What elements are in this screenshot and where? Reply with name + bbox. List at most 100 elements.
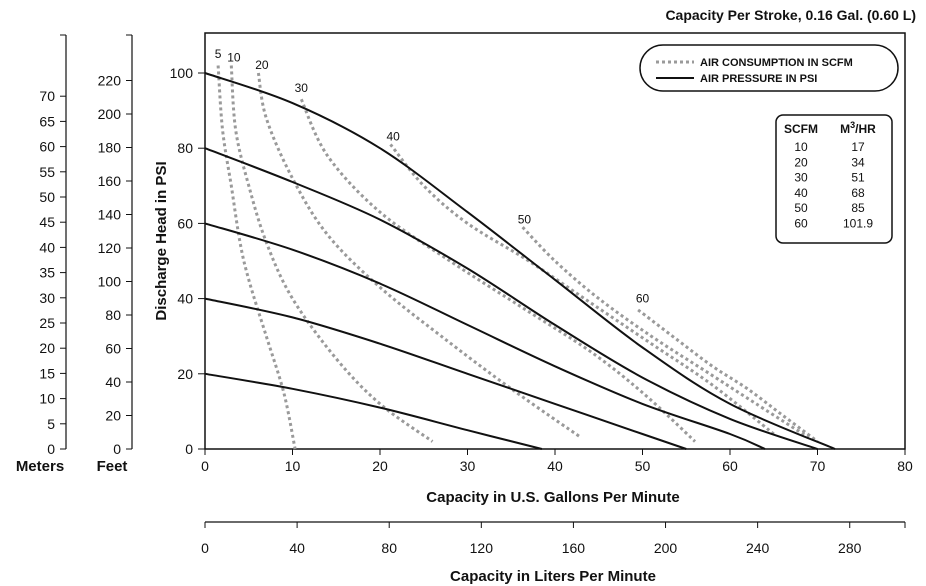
meters-tick-label: 40 <box>39 239 55 255</box>
air-pressure-series <box>204 72 836 450</box>
y-tick-label: 40 <box>177 291 193 307</box>
feet-tick-label: 80 <box>105 307 121 323</box>
feet-tick-label: 20 <box>105 408 121 424</box>
air-consumption-line-60 <box>637 308 819 443</box>
x-tick-label: 0 <box>201 458 209 474</box>
air-consumption-line-30 <box>299 98 697 443</box>
air-consumption-label-10: 10 <box>227 51 241 65</box>
meters-tick-label: 20 <box>39 340 55 356</box>
conversion-table-frame <box>775 114 893 244</box>
conversion-table-m3hr-value: 101.9 <box>843 217 873 231</box>
x-axis-label: Capacity in U.S. Gallons Per Minute <box>426 489 679 506</box>
liters-tick-label: 0 <box>201 540 209 556</box>
liters-tick-label: 200 <box>654 540 678 556</box>
air-consumption-series <box>216 65 819 450</box>
legend: AIR CONSUMPTION IN SCFM AIR PRESSURE IN … <box>639 44 899 92</box>
liters-tick-label: 280 <box>838 540 862 556</box>
y-axis-label: Discharge Head in PSI <box>153 161 170 320</box>
x-axis-ticks: 0 10 20 30 40 50 60 70 80 <box>201 449 913 474</box>
meters-tick-label: 70 <box>39 88 55 104</box>
feet-tick-label: 100 <box>98 274 122 290</box>
air-consumption-line-5 <box>216 65 297 450</box>
meters-tick-label: 50 <box>39 189 55 205</box>
air-consumption-line-50 <box>521 226 810 439</box>
liters-tick-label: 80 <box>381 540 397 556</box>
feet-tick-label: 180 <box>98 140 122 156</box>
x-tick-label: 60 <box>722 458 738 474</box>
air-consumption-labels: 5 10 20 30 40 50 60 <box>215 47 650 305</box>
chart-title: Capacity Per Stroke, 0.16 Gal. (0.60 L) <box>665 7 916 23</box>
meters-tick-label: 55 <box>39 164 55 180</box>
liters-tick-label: 240 <box>746 540 770 556</box>
feet-axis: 0 20 40 60 80 100 120 140 160 180 200 220 <box>98 34 133 457</box>
feet-tick-label: 200 <box>98 106 122 122</box>
meters-tick-label: 0 <box>47 441 55 457</box>
x-tick-label: 80 <box>897 458 913 474</box>
x-tick-label: 10 <box>285 458 301 474</box>
conversion-table-rows: 10 17 20 34 30 51 40 68 50 85 60 101.9 <box>794 140 873 231</box>
conversion-table-scfm-value: 20 <box>794 155 808 169</box>
feet-tick-label: 60 <box>105 341 121 357</box>
conversion-table: SCFM M3/HR 10 17 20 34 30 51 40 68 50 85 60 101.9 <box>775 114 893 244</box>
feet-tick-label: 0 <box>113 441 121 457</box>
y-tick-label: 80 <box>177 140 193 156</box>
liters-tick-label: 40 <box>289 540 305 556</box>
conversion-table-header-m3hr: M3/HR <box>840 120 876 136</box>
air-consumption-label-60: 60 <box>636 291 650 305</box>
meters-tick-label: 65 <box>39 113 55 129</box>
conversion-table-m3hr-value: 17 <box>851 140 865 154</box>
conversion-table-m3hr-value: 85 <box>851 201 865 215</box>
liters-tick-label: 160 <box>562 540 586 556</box>
x-tick-label: 50 <box>635 458 651 474</box>
x-tick-label: 20 <box>372 458 388 474</box>
liters-axis-label: Capacity in Liters Per Minute <box>450 568 656 585</box>
feet-tick-label: 160 <box>98 173 122 189</box>
y-tick-label: 0 <box>185 441 193 457</box>
air-pressure-line-5 <box>204 372 543 450</box>
conversion-table-scfm-value: 60 <box>794 217 808 231</box>
air-consumption-line-40 <box>389 143 775 436</box>
air-pressure-line-1 <box>204 72 836 450</box>
feet-tick-label: 120 <box>98 240 122 256</box>
conversion-table-scfm-value: 10 <box>794 140 808 154</box>
meters-tick-label: 45 <box>39 214 55 230</box>
meters-axis-label: Meters <box>16 458 64 475</box>
air-consumption-label-20: 20 <box>255 58 269 72</box>
legend-frame <box>639 44 899 92</box>
conversion-table-scfm-value: 30 <box>794 171 808 185</box>
y-tick-label: 100 <box>170 65 194 81</box>
conversion-table-header-scfm: SCFM <box>784 122 818 136</box>
air-consumption-label-5: 5 <box>215 47 222 61</box>
conversion-table-m3hr-value: 51 <box>851 171 865 185</box>
y-tick-label: 60 <box>177 215 193 231</box>
liters-tick-label: 120 <box>470 540 494 556</box>
conversion-table-m3hr-value: 68 <box>851 186 865 200</box>
air-consumption-line-10 <box>229 65 434 443</box>
meters-tick-label: 5 <box>47 416 55 432</box>
meters-tick-label: 25 <box>39 315 55 331</box>
air-consumption-label-40: 40 <box>386 130 400 144</box>
y-tick-label: 20 <box>177 366 193 382</box>
conversion-table-scfm-value: 40 <box>794 186 808 200</box>
feet-tick-label: 140 <box>98 207 122 223</box>
meters-tick-label: 60 <box>39 139 55 155</box>
y-axis-ticks: 0 20 40 60 80 100 <box>170 65 205 457</box>
meters-tick-label: 10 <box>39 391 55 407</box>
air-consumption-label-30: 30 <box>295 81 309 95</box>
air-pressure-line-4 <box>204 297 687 450</box>
meters-tick-label: 15 <box>39 365 55 381</box>
air-pressure-line-2 <box>204 147 818 450</box>
conversion-table-scfm-value: 50 <box>794 201 808 215</box>
feet-tick-label: 40 <box>105 374 121 390</box>
meters-axis: 0 5 10 15 20 25 30 35 40 45 50 55 60 65 70 <box>39 34 67 457</box>
x-tick-label: 40 <box>547 458 563 474</box>
legend-air-pressure: AIR PRESSURE IN PSI <box>700 73 817 85</box>
legend-air-consumption: AIR CONSUMPTION IN SCFM <box>700 57 853 69</box>
conversion-table-m3hr-value: 34 <box>851 155 865 169</box>
x-tick-label: 30 <box>460 458 476 474</box>
air-pressure-line-3 <box>204 222 766 450</box>
liters-axis: 0 40 80 120 160 200 240 280 <box>201 521 906 556</box>
feet-tick-label: 220 <box>98 73 122 89</box>
meters-tick-label: 30 <box>39 290 55 306</box>
